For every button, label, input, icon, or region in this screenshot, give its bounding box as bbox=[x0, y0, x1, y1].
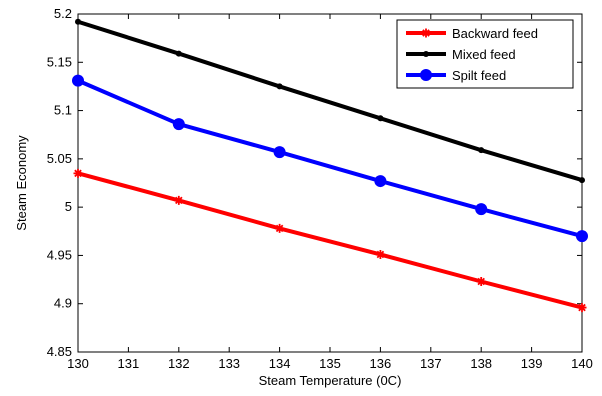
x-tick-label: 132 bbox=[168, 356, 190, 371]
series-line bbox=[77, 78, 583, 239]
x-axis: 130 131 132 133 134 135 136 137 138 139 140 bbox=[67, 14, 593, 371]
y-tick-label: 4.9 bbox=[54, 296, 72, 311]
y-axis: 4.85 4.9 4.95 5 5.05 5.1 5.15 5.2 bbox=[47, 6, 582, 359]
legend-entry: Backward feed bbox=[406, 26, 538, 41]
data-point bbox=[374, 175, 387, 188]
series-line bbox=[77, 171, 583, 310]
data-point bbox=[73, 168, 83, 178]
data-point bbox=[475, 203, 488, 216]
series-layer bbox=[72, 18, 588, 313]
data-point bbox=[478, 147, 485, 154]
legend-entry: Mixed feed bbox=[406, 47, 516, 62]
legend-swatch-marker bbox=[421, 28, 431, 38]
y-tick-label: 5 bbox=[65, 199, 72, 214]
x-tick-label: 131 bbox=[118, 356, 140, 371]
x-tick-label: 140 bbox=[571, 356, 593, 371]
series-backward-feed bbox=[73, 168, 587, 313]
data-point bbox=[576, 230, 588, 243]
legend-label: Mixed feed bbox=[452, 47, 516, 62]
data-point bbox=[172, 118, 185, 131]
x-tick-label: 138 bbox=[470, 356, 492, 371]
data-point bbox=[273, 146, 286, 159]
data-point bbox=[579, 177, 585, 184]
legend-entry: Spilt feed bbox=[406, 68, 506, 83]
data-point bbox=[75, 18, 81, 25]
series-line bbox=[77, 19, 583, 183]
x-tick-label: 130 bbox=[67, 356, 89, 371]
x-tick-label: 134 bbox=[269, 356, 291, 371]
legend-label: Spilt feed bbox=[452, 68, 506, 83]
x-tick-label: 139 bbox=[521, 356, 543, 371]
x-tick-label: 133 bbox=[218, 356, 240, 371]
y-tick-label: 5.05 bbox=[47, 151, 72, 166]
x-axis-title: Steam Temperature (0C) bbox=[259, 373, 402, 388]
legend-swatch-marker bbox=[423, 51, 429, 57]
legend-label: Backward feed bbox=[452, 26, 538, 41]
y-tick-label: 4.95 bbox=[47, 247, 72, 262]
data-point bbox=[375, 249, 385, 259]
y-tick-label: 5.2 bbox=[54, 6, 72, 21]
series-spilt-feed bbox=[72, 74, 588, 243]
y-axis-title: Steam Economy bbox=[14, 135, 29, 231]
data-point bbox=[276, 83, 283, 90]
data-point bbox=[174, 195, 184, 205]
data-point bbox=[377, 115, 384, 122]
data-point bbox=[72, 74, 84, 87]
x-tick-label: 137 bbox=[420, 356, 442, 371]
x-tick-label: 135 bbox=[319, 356, 341, 371]
data-point bbox=[175, 50, 182, 57]
data-point bbox=[476, 277, 486, 287]
data-point bbox=[275, 223, 285, 233]
data-point bbox=[577, 303, 587, 313]
y-tick-label: 5.1 bbox=[54, 103, 72, 118]
y-tick-label: 4.85 bbox=[47, 344, 72, 359]
series-mixed-feed bbox=[75, 18, 585, 184]
x-tick-label: 136 bbox=[370, 356, 392, 371]
legend: Backward feed Mixed feed Spilt feed bbox=[396, 19, 574, 89]
legend-swatch-marker bbox=[420, 69, 432, 81]
y-tick-label: 5.15 bbox=[47, 54, 72, 69]
